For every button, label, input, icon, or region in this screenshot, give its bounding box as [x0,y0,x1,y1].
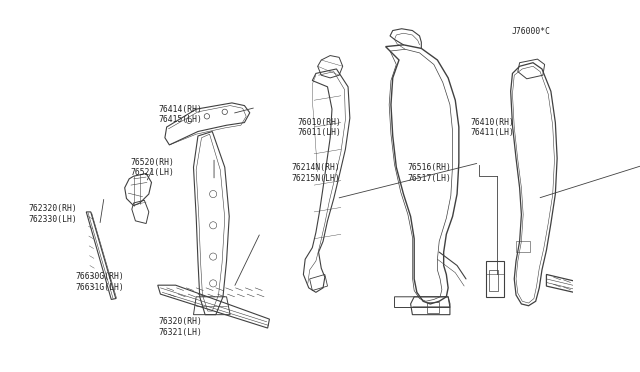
Bar [516,241,531,252]
Text: 76414(RH)
76415(LH): 76414(RH) 76415(LH) [159,105,202,124]
Bar [489,270,498,291]
Bar [427,302,439,313]
Text: 76214N(RH)
76215N(LH): 76214N(RH) 76215N(LH) [292,163,340,183]
Text: 76010(RH)
76011(LH): 76010(RH) 76011(LH) [298,118,342,137]
Text: 76516(RH)
76517(LH): 76516(RH) 76517(LH) [408,163,451,183]
Text: J76000*C: J76000*C [511,27,550,36]
Text: 76320(RH)
76321(LH): 76320(RH) 76321(LH) [159,317,202,337]
Text: 762320(RH)
762330(LH): 762320(RH) 762330(LH) [29,204,77,224]
Text: 76630G(RH)
76631G(LH): 76630G(RH) 76631G(LH) [76,272,124,292]
Text: 76520(RH)
76521(LH): 76520(RH) 76521(LH) [130,158,174,177]
Text: 76410(RH)
76411(LH): 76410(RH) 76411(LH) [470,118,514,137]
